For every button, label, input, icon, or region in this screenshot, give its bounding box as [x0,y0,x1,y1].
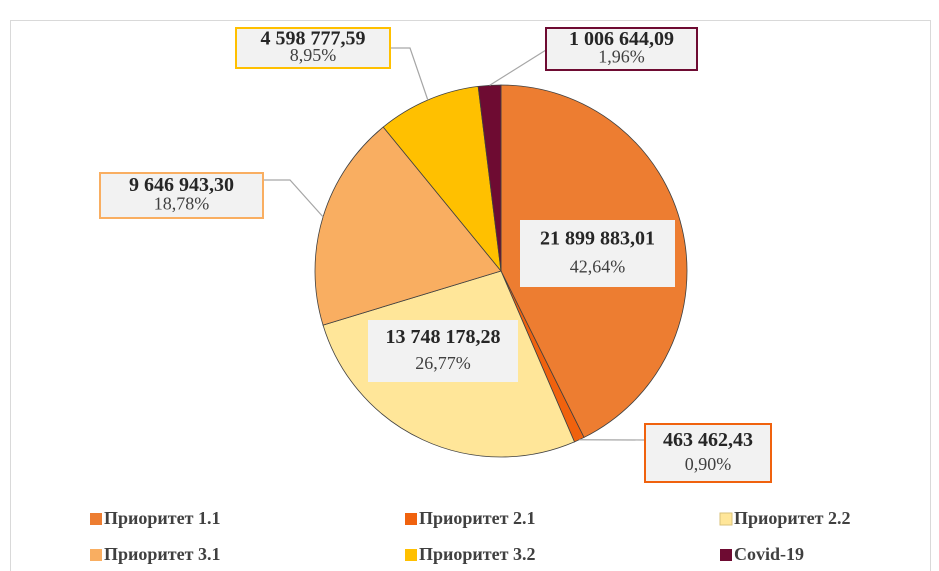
leader-line [263,179,324,218]
label-box [368,320,518,382]
percent-label: 0,90% [685,454,732,474]
label-box [545,27,698,71]
percent-label: 42,64% [570,256,626,276]
legend-label: Приоритет 2.1 [419,508,535,528]
legend-label: Приоритет 2.2 [734,508,850,528]
value-label: 21 899 883,01 [540,228,655,250]
legend-label: Covid-19 [734,544,804,564]
pie-slice [314,126,502,326]
legend-swatch [90,549,102,561]
legend-swatch [90,513,102,525]
value-label: 4 598 777,59 [261,28,366,50]
percent-label: 8,95% [290,45,337,65]
pie-slice [382,85,502,273]
legend-swatch [720,549,732,561]
leader-line [489,49,547,86]
legend-swatch [405,549,417,561]
legend-swatch [405,513,417,525]
label-box [644,423,772,483]
legend-swatch [719,512,733,526]
label-box [99,172,264,219]
value-label: 9 646 943,30 [129,174,234,196]
value-label: 463 462,43 [663,429,753,451]
legend-label: Приоритет 3.1 [104,544,220,564]
leader-line [390,47,429,101]
label-box [520,220,675,287]
value-label: 13 748 178,28 [386,326,501,348]
label-box [235,27,391,69]
legend-label: Приоритет 3.2 [419,544,535,564]
value-label: 1 006 644,09 [569,28,674,50]
percent-label: 18,78% [154,194,210,214]
percent-label: 1,96% [598,46,645,66]
legend-label: Приоритет 1.1 [104,508,220,528]
percent-label: 26,77% [415,353,471,373]
